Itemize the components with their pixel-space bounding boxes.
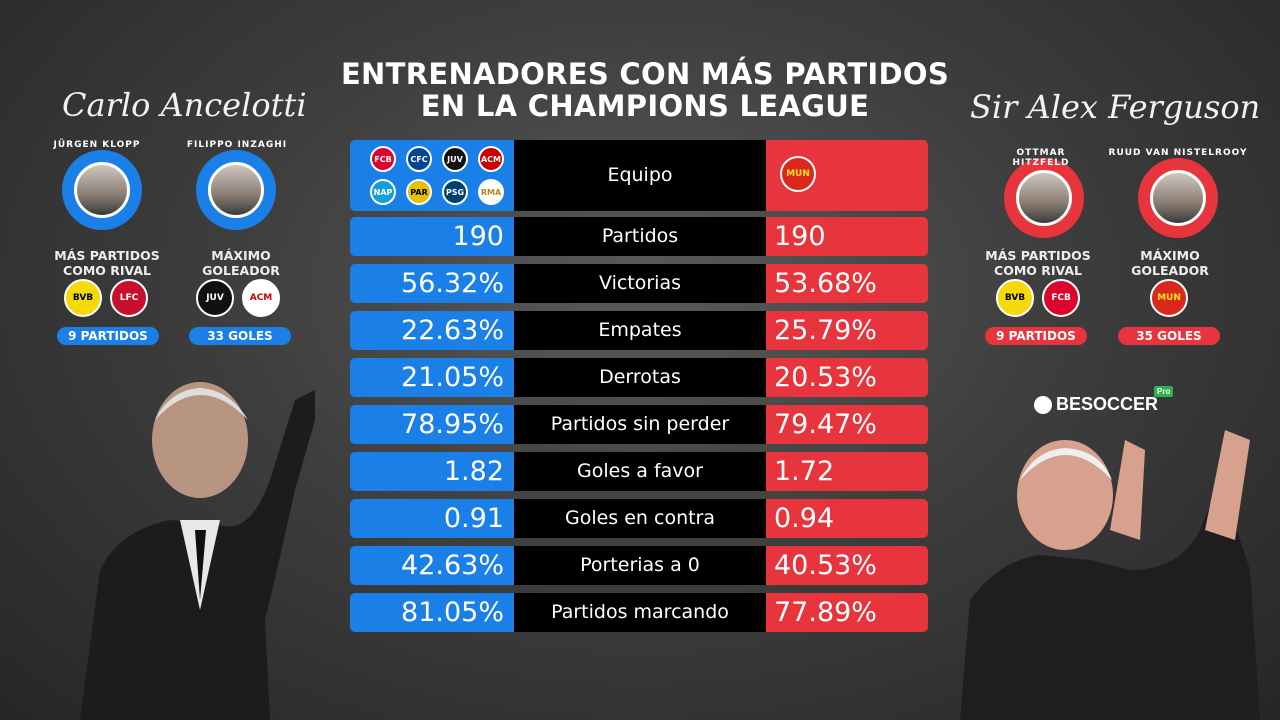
page-title: ENTRENADORES CON MÁS PARTIDOS EN LA CHAM… — [300, 58, 990, 122]
left-coach-signature: Carlo Ancelotti — [62, 86, 307, 124]
ball-icon — [1034, 395, 1052, 414]
left-teams-cell: FCB CFC JUV ACM NAP PAR PSG RMA — [350, 140, 514, 211]
milan-crest-icon: ACM — [478, 146, 504, 172]
hitzfeld-portrait — [1004, 158, 1084, 238]
left-value: 0.91 — [350, 499, 514, 538]
nistelrooy-name: RUUD VAN NISTELROOY — [1108, 148, 1248, 158]
row-label: Empates — [514, 311, 766, 350]
row-label: Partidos — [514, 217, 766, 256]
juventus-crest-icon: JUV — [196, 279, 234, 317]
left-value: 21.05% — [350, 358, 514, 397]
left-rival-badge: 9 PARTIDOS — [57, 327, 159, 345]
comparison-table: FCB CFC JUV ACM NAP PAR PSG RMA Equipo M… — [350, 140, 928, 640]
klopp-name: JÜRGEN KLOPP — [53, 140, 141, 150]
row-label: Goles a favor — [514, 452, 766, 491]
right-rival-badge: 9 PARTIDOS — [985, 327, 1087, 345]
table-row: 1.82 Goles a favor 1.72 — [350, 452, 928, 491]
table-row: 78.95% Partidos sin perder 79.47% — [350, 405, 928, 444]
right-scorer-label: MÁXIMO GOLEADOR — [1131, 248, 1209, 278]
ferguson-photo — [960, 430, 1260, 720]
right-rival-label: MÁS PARTIDOS COMO RIVAL — [985, 248, 1091, 278]
left-value: 42.63% — [350, 546, 514, 585]
inzaghi-portrait — [196, 150, 276, 230]
ancelotti-photo — [80, 382, 315, 720]
hitzfeld-name: OTTMAR HITZFELD — [1012, 148, 1070, 168]
besoccer-logo: BESOCCER Pro — [1034, 386, 1174, 415]
left-rival-label: MÁS PARTIDOS COMO RIVAL — [54, 248, 160, 278]
right-value: 190 — [766, 217, 928, 256]
table-row: 190 Partidos 190 — [350, 217, 928, 256]
left-value: 78.95% — [350, 405, 514, 444]
dortmund-crest-icon: BVB — [64, 279, 102, 317]
title-line-2: EN LA CHAMPIONS LEAGUE — [420, 89, 870, 123]
left-scorer-label: MÁXIMO GOLEADOR — [202, 248, 280, 278]
left-value: 190 — [350, 217, 514, 256]
row-label: Partidos marcando — [514, 593, 766, 632]
right-value: 79.47% — [766, 405, 928, 444]
table-row: 22.63% Empates 25.79% — [350, 311, 928, 350]
liverpool-crest-icon: LFC — [110, 279, 148, 317]
bayern-crest-icon: FCB — [1042, 279, 1080, 317]
juventus-crest-icon: JUV — [442, 146, 468, 172]
header-label: Equipo — [514, 140, 766, 211]
row-label: Porterias a 0 — [514, 546, 766, 585]
table-row: 81.05% Partidos marcando 77.89% — [350, 593, 928, 632]
right-value: 25.79% — [766, 311, 928, 350]
nistelrooy-portrait — [1138, 158, 1218, 238]
klopp-portrait — [62, 150, 142, 230]
right-value: 40.53% — [766, 546, 928, 585]
right-scorer-badge: 35 GOLES — [1118, 327, 1220, 345]
parma-crest-icon: PAR — [406, 179, 432, 205]
table-header-row: FCB CFC JUV ACM NAP PAR PSG RMA Equipo M… — [350, 140, 928, 211]
table-row: 42.63% Porterias a 0 40.53% — [350, 546, 928, 585]
manutd-crest-icon: MUN — [780, 156, 816, 192]
realmadrid-crest-icon: RMA — [478, 179, 504, 205]
title-line-1: ENTRENADORES CON MÁS PARTIDOS — [340, 57, 950, 91]
napoli-crest-icon: NAP — [370, 179, 396, 205]
left-value: 81.05% — [350, 593, 514, 632]
table-row: 0.91 Goles en contra 0.94 — [350, 499, 928, 538]
table-row: 56.32% Victorias 53.68% — [350, 264, 928, 303]
psg-crest-icon: PSG — [442, 179, 468, 205]
right-value: 20.53% — [766, 358, 928, 397]
right-value: 53.68% — [766, 264, 928, 303]
left-value: 22.63% — [350, 311, 514, 350]
dortmund-crest-icon: BVB — [996, 279, 1034, 317]
right-value: 77.89% — [766, 593, 928, 632]
row-label: Partidos sin perder — [514, 405, 766, 444]
bayern-crest-icon: FCB — [370, 146, 396, 172]
right-value: 0.94 — [766, 499, 928, 538]
inzaghi-name: FILIPPO INZAGHI — [186, 140, 288, 150]
right-teams-cell: MUN — [766, 140, 928, 211]
left-value: 56.32% — [350, 264, 514, 303]
row-label: Goles en contra — [514, 499, 766, 538]
manutd-crest-icon: MUN — [1150, 279, 1188, 317]
table-row: 21.05% Derrotas 20.53% — [350, 358, 928, 397]
right-coach-signature: Sir Alex Ferguson — [970, 88, 1261, 126]
left-scorer-badge: 33 GOLES — [189, 327, 291, 345]
chelsea-crest-icon: CFC — [406, 146, 432, 172]
right-value: 1.72 — [766, 452, 928, 491]
left-value: 1.82 — [350, 452, 514, 491]
milan-crest-icon: ACM — [242, 279, 280, 317]
row-label: Victorias — [514, 264, 766, 303]
row-label: Derrotas — [514, 358, 766, 397]
